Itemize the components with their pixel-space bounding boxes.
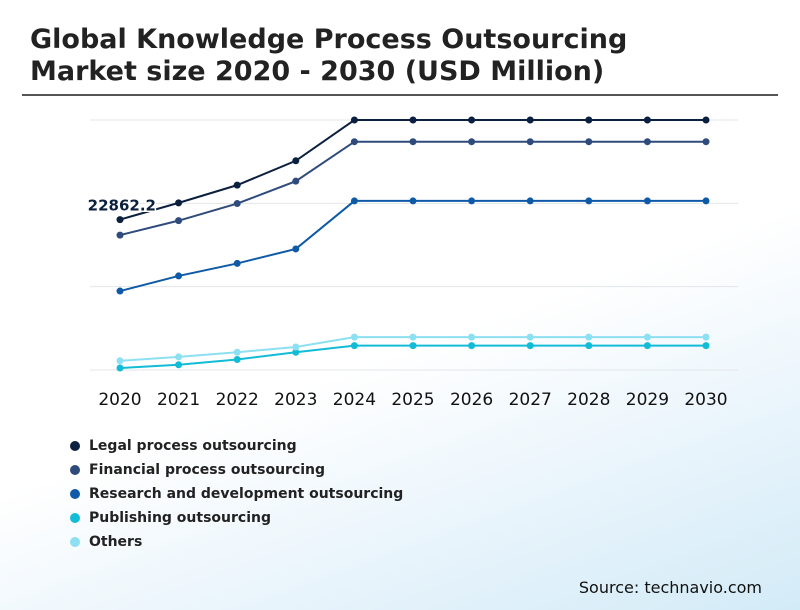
data-point	[643, 333, 651, 341]
data-point	[526, 197, 534, 205]
legend-item: Financial process outsourcing	[70, 458, 403, 482]
legend-label: Financial process outsourcing	[89, 462, 326, 478]
data-point	[350, 138, 358, 146]
x-tick-label: 2022	[216, 390, 259, 410]
data-point	[233, 181, 241, 189]
data-point	[585, 116, 593, 124]
x-tick-label: 2023	[274, 390, 317, 410]
source-label: Source: technavio.com	[578, 578, 762, 597]
line-chart: 2020 2021 2022 2023 2024 2025 2026 2027 2028 2029…	[86, 116, 738, 410]
chart-title: Global Knowledge Process Outsourcing Mar…	[30, 24, 750, 88]
data-point	[468, 333, 476, 341]
title-line-2: Market size 2020 - 2030 (USD Million)	[30, 56, 605, 87]
legend-item: Research and development outsourcing	[70, 482, 403, 506]
data-point	[350, 333, 358, 341]
data-point	[175, 361, 183, 369]
x-tick-label: 2026	[450, 390, 493, 410]
data-point	[292, 245, 300, 253]
data-point	[175, 353, 183, 361]
data-point	[350, 116, 358, 124]
legend-item: Others	[70, 530, 403, 554]
legend-marker	[70, 537, 80, 547]
data-point	[350, 197, 358, 205]
x-tick-label: 2024	[333, 390, 376, 410]
data-point	[468, 138, 476, 146]
data-point	[409, 342, 417, 350]
data-point	[409, 116, 417, 124]
data-point	[409, 333, 417, 341]
legend-label: Legal process outsourcing	[89, 438, 297, 454]
legend-item: Publishing outsourcing	[70, 506, 403, 530]
legend-label: Others	[89, 534, 143, 550]
data-point	[233, 348, 241, 356]
data-point	[116, 364, 124, 372]
legend-marker	[70, 489, 80, 499]
series-line-2	[119, 199, 706, 293]
x-tick-label: 2028	[567, 390, 610, 410]
x-tick-label: 2025	[391, 390, 434, 410]
x-tick-label: 2030	[684, 390, 727, 410]
legend-item: Legal process outsourcing	[70, 434, 403, 458]
x-tick-label: 2029	[626, 390, 669, 410]
data-point	[526, 342, 534, 350]
data-point	[233, 259, 241, 267]
x-tick-label: 2021	[157, 390, 200, 410]
data-point	[116, 357, 124, 365]
legend-label: Publishing outsourcing	[89, 510, 271, 526]
data-label: 22862.2	[88, 197, 156, 215]
gridlines	[90, 119, 738, 371]
data-point	[526, 116, 534, 124]
series-lines	[119, 119, 706, 370]
data-point	[585, 342, 593, 350]
data-point	[175, 272, 183, 280]
title-divider	[22, 94, 778, 96]
title-line-1: Global Knowledge Process Outsourcing	[30, 24, 628, 55]
data-point	[643, 197, 651, 205]
data-point	[468, 342, 476, 350]
data-point	[468, 116, 476, 124]
data-point	[175, 199, 183, 207]
data-point	[643, 342, 651, 350]
data-point	[585, 138, 593, 146]
legend-label: Research and development outsourcing	[89, 486, 404, 502]
data-point	[350, 342, 358, 350]
data-point	[468, 197, 476, 205]
data-point	[409, 197, 417, 205]
data-point	[526, 138, 534, 146]
x-tick-label: 2027	[509, 390, 552, 410]
data-point	[175, 217, 183, 225]
data-point	[702, 138, 710, 146]
data-point	[292, 157, 300, 165]
data-point	[116, 231, 124, 239]
legend-marker	[70, 465, 80, 475]
data-point	[585, 333, 593, 341]
data-point	[409, 138, 417, 146]
data-point	[643, 138, 651, 146]
legend: Legal process outsourcing Financial proce…	[70, 434, 403, 554]
x-tick-label: 2020	[98, 390, 141, 410]
data-point	[292, 343, 300, 351]
data-point	[526, 333, 534, 341]
series-points	[116, 116, 710, 372]
data-point	[233, 200, 241, 208]
legend-marker	[70, 441, 80, 451]
data-point	[702, 116, 710, 124]
data-point	[292, 348, 300, 356]
data-point	[292, 177, 300, 185]
data-point	[585, 197, 593, 205]
data-point	[116, 287, 124, 295]
data-point	[116, 216, 124, 224]
data-point	[643, 116, 651, 124]
series-line-0	[119, 119, 706, 221]
annotations: 22862.2	[86, 195, 157, 216]
legend-marker	[70, 513, 80, 523]
data-point	[233, 355, 241, 363]
series-line-1	[119, 140, 706, 237]
data-point	[702, 197, 710, 205]
data-point	[702, 333, 710, 341]
data-point	[702, 342, 710, 350]
x-axis-ticks: 2020 2021 2022 2023 2024 2025 2026 2027 2028 2029…	[98, 390, 727, 410]
